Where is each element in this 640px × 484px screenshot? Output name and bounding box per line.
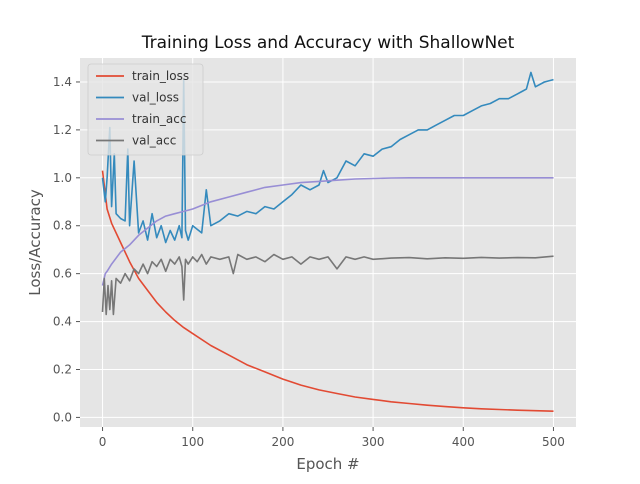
x-tick-label: 500 bbox=[542, 435, 565, 449]
y-tick-label: 1.4 bbox=[53, 75, 72, 89]
legend-box bbox=[87, 63, 204, 156]
series-line-train-acc bbox=[101, 177, 554, 286]
y-tick-label: 0.6 bbox=[53, 267, 72, 281]
series-line-val-loss bbox=[101, 71, 554, 244]
y-tick-label: 0.8 bbox=[53, 219, 72, 233]
y-tick-label: 1.2 bbox=[53, 123, 72, 137]
legend: train_loss val_loss train_acc val_acc bbox=[87, 63, 204, 156]
x-tick-label: 100 bbox=[181, 435, 204, 449]
legend-label: train_acc bbox=[132, 112, 186, 126]
legend-label: train_loss bbox=[132, 69, 189, 83]
y-tick-label: 1.0 bbox=[53, 171, 72, 185]
x-tick-label: 200 bbox=[271, 435, 294, 449]
series-line-val-acc bbox=[101, 253, 554, 316]
legend-label: val_loss bbox=[132, 91, 179, 105]
x-tick-label: 400 bbox=[452, 435, 475, 449]
y-tick-label: 0.4 bbox=[53, 315, 72, 329]
legend-label: val_acc bbox=[132, 134, 176, 148]
series-layer bbox=[101, 71, 554, 412]
chart-title: Training Loss and Accuracy with ShallowN… bbox=[141, 33, 515, 53]
x-tick-label: 300 bbox=[362, 435, 385, 449]
y-tick-label: 0.2 bbox=[53, 362, 72, 376]
x-axis-label: Epoch # bbox=[296, 455, 359, 473]
y-tick-label: 0.0 bbox=[53, 410, 72, 424]
axes-layer: 0 100 200 300 400 500 0.0 0.2 0.4 0.6 0.8 1.0 1.2 1.4 bbox=[53, 75, 565, 449]
x-tick-label: 0 bbox=[99, 435, 107, 449]
y-axis-label: Loss/Accuracy bbox=[26, 189, 44, 296]
series-line-train-loss bbox=[101, 170, 554, 412]
